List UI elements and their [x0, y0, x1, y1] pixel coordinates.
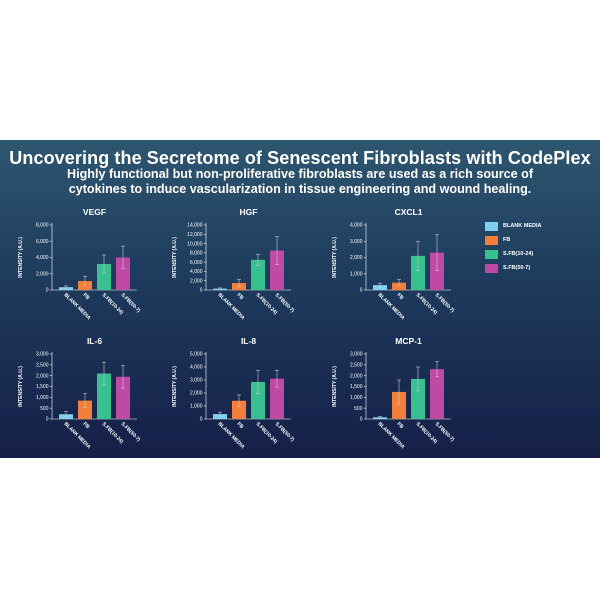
x-tick-label: FB	[396, 292, 405, 301]
y-tick-label: 0	[360, 417, 363, 423]
page-subtitle: Highly functional but non-proliferative …	[66, 167, 534, 196]
y-tick-label: 3,000	[190, 378, 203, 384]
y-tick-label: 4,000	[190, 365, 203, 371]
y-tick-label: 1,000	[350, 395, 363, 401]
y-axis-label: INTENSITY (A.U.)	[332, 366, 338, 407]
x-tick-label: FB	[82, 421, 91, 430]
bar-s-fb-50-7-	[270, 250, 284, 290]
y-tick-label: 3,000	[36, 352, 49, 358]
y-axis-label: INTENSITY (A.U.)	[172, 366, 178, 407]
bar-s-fb-10-24-	[251, 259, 265, 290]
y-axis-label: INTENSITY (A.U.)	[18, 366, 24, 407]
legend-label: FB	[503, 237, 511, 243]
legend-label: S.FB(50-7)	[503, 265, 531, 271]
y-tick-label: 4,000	[190, 269, 203, 275]
legend-label: S.FB(10-24)	[503, 251, 534, 257]
bar-s-fb-50-7-	[116, 257, 130, 290]
bar-fb	[392, 391, 406, 419]
chart-0: VEGF INTENSITY (A.U.) 0 2,000 4,000 6,000 8,00…	[18, 207, 142, 321]
bar-s-fb-10-24-	[251, 381, 265, 419]
chart-title: HGF	[240, 207, 258, 217]
x-tick-label: FB	[396, 421, 405, 430]
bar-s-fb-50-7-	[270, 378, 284, 419]
y-tick-label: 500	[354, 406, 363, 412]
y-tick-label: 12,000	[187, 232, 203, 238]
bar-fb	[392, 282, 406, 290]
y-tick-label: 3,000	[350, 352, 363, 358]
y-tick-label: 4,000	[350, 223, 363, 229]
chart-title: MCP-1	[395, 336, 422, 346]
x-tick-label: FB	[82, 292, 91, 301]
chart-5: MCP-1 INTENSITY (A.U.) 0 500 1,000 1,500 2,000…	[332, 336, 456, 450]
y-tick-label: 3,000	[350, 239, 363, 245]
bar-s-fb-50-7-	[430, 252, 444, 290]
bar-blank-media	[213, 414, 227, 419]
bar-s-fb-10-24-	[97, 264, 111, 290]
chart-title: IL-6	[87, 336, 102, 346]
y-tick-label: 1,000	[190, 404, 203, 410]
y-tick-label: 2,000	[36, 271, 49, 277]
y-tick-label: 14,000	[187, 223, 203, 229]
legend-swatch	[485, 222, 498, 231]
bar-s-fb-10-24-	[411, 378, 425, 419]
chart-2: CXCL1 INTENSITY (A.U.) 0 1,000 2,000 3,000 4,0…	[332, 207, 456, 321]
chart-title: CXCL1	[395, 207, 423, 217]
bar-s-fb-10-24-	[411, 255, 425, 290]
chart-4: IL-8 INTENSITY (A.U.) 0 1,000 2,000 3,000 4,00…	[172, 336, 296, 450]
chart-3: IL-6 INTENSITY (A.U.) 0 500 1,000 1,500 2,000 2…	[18, 336, 142, 450]
bar-s-fb-10-24-	[97, 373, 111, 419]
y-tick-label: 2,000	[190, 391, 203, 397]
legend-swatch	[485, 264, 498, 273]
y-tick-label: 8,000	[190, 251, 203, 257]
bar-fb	[78, 400, 92, 419]
y-tick-label: 1,000	[350, 271, 363, 277]
y-tick-label: 2,500	[36, 363, 49, 369]
page-title: Uncovering the Secretome of Senescent Fi…	[9, 148, 591, 168]
y-tick-label: 10,000	[187, 241, 203, 247]
chart-title: IL-8	[241, 336, 256, 346]
y-tick-label: 8,000	[36, 223, 49, 229]
y-axis-label: INTENSITY (A.U.)	[332, 237, 338, 278]
chart-title: VEGF	[83, 207, 106, 217]
y-tick-label: 6,000	[190, 260, 203, 266]
y-tick-label: 0	[46, 417, 49, 423]
y-tick-label: 2,000	[350, 373, 363, 379]
legend-swatch	[485, 250, 498, 259]
y-tick-label: 1,500	[350, 384, 363, 390]
legend-swatch	[485, 236, 498, 245]
y-tick-label: 0	[200, 417, 203, 423]
y-tick-label: 5,000	[190, 352, 203, 358]
y-tick-label: 0	[200, 288, 203, 294]
y-axis-label: INTENSITY (A.U.)	[18, 237, 24, 278]
chart-1: HGF INTENSITY (A.U.) 0 2,000 4,000 6,000 8,000…	[172, 207, 296, 321]
x-tick-label: FB	[236, 292, 245, 301]
y-axis-label: INTENSITY (A.U.)	[172, 237, 178, 278]
y-tick-label: 0	[46, 288, 49, 294]
bar-s-fb-50-7-	[116, 376, 130, 419]
y-tick-label: 2,000	[350, 255, 363, 261]
y-tick-label: 0	[360, 288, 363, 294]
bar-s-fb-50-7-	[430, 369, 444, 419]
y-tick-label: 1,500	[36, 384, 49, 390]
legend-label: BLANK MEDIA	[503, 223, 542, 229]
y-tick-label: 6,000	[36, 239, 49, 245]
x-tick-label: FB	[236, 421, 245, 430]
y-tick-label: 4,000	[36, 255, 49, 261]
y-tick-label: 2,000	[190, 278, 203, 284]
y-tick-label: 1,000	[36, 395, 49, 401]
y-tick-label: 2,500	[350, 363, 363, 369]
y-tick-label: 2,000	[36, 373, 49, 379]
bar-blank-media	[373, 285, 387, 290]
y-tick-label: 500	[40, 406, 49, 412]
bar-fb	[232, 400, 246, 419]
